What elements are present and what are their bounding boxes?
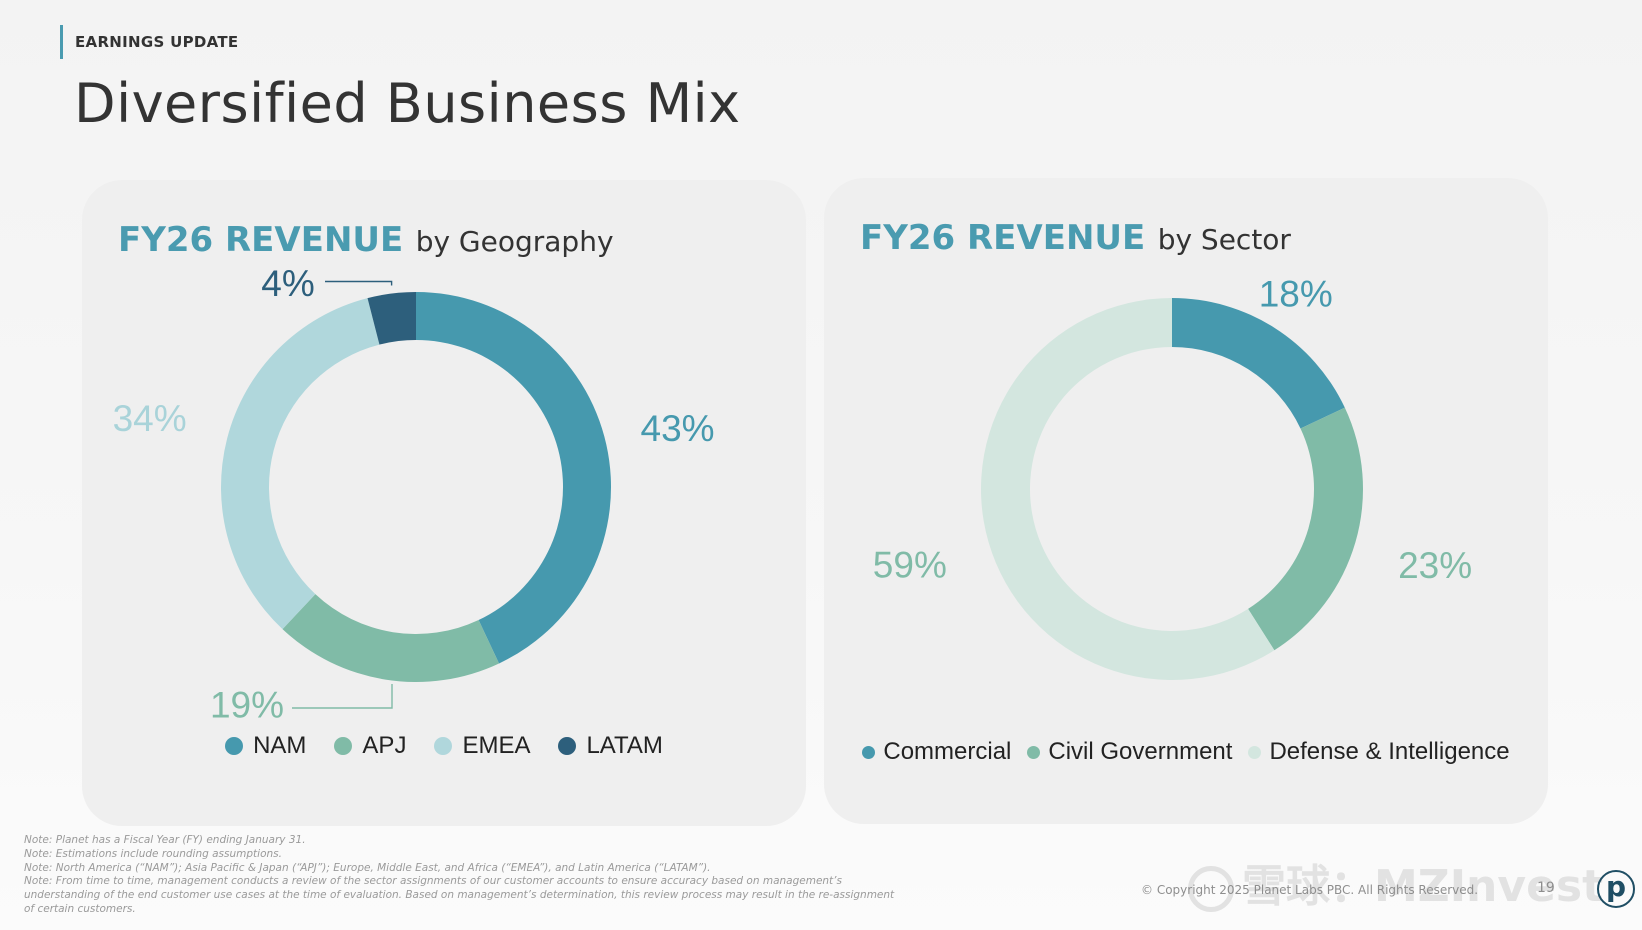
donut-slice-civil-government [1248,407,1363,651]
donut-slice-emea [221,298,380,630]
footnotes: Note: Planet has a Fiscal Year (FY) endi… [24,834,1004,917]
legend-item-commercial: Commercial [862,738,1011,766]
footnote-line: understanding of the end customer use ca… [24,889,895,902]
data-label-defense-and-intelligence: 59% [873,545,947,586]
legend-label: LATAM [586,732,663,759]
legend-swatch [434,737,453,755]
footnote-line: Note: From time to time, management cond… [24,875,842,888]
data-label-commercial: 18% [1259,273,1333,314]
section-kicker: EARNINGS UPDATE [60,25,238,59]
geography-chart-subtitle: by Geography [415,225,614,258]
legend-label: NAM [253,732,307,759]
legend-label: APJ [362,732,407,759]
legend-item-emea: EMEA [434,732,530,760]
legend-item-civil-government: Civil Government [1027,738,1232,766]
legend-swatch [558,737,577,755]
footnote-line: Note: Estimations include rounding assum… [24,847,282,860]
legend-item-apj: APJ [334,732,406,760]
legend-label: Defense & Intelligence [1269,738,1510,765]
data-label-latam: 4% [261,263,314,304]
legend-swatch [862,745,876,759]
leader-line-latam [325,280,393,286]
donut-slice-apj [282,594,500,683]
footnote-line: Note: Planet has a Fiscal Year (FY) endi… [24,834,306,846]
planet-logo-icon: p [1597,870,1635,908]
data-label-apj: 19% [210,685,284,726]
sector-chart-title-main: FY26 REVENUE [860,218,1146,258]
sector-donut-chart: 18% 23% 59% [873,273,1472,680]
legend-swatch [1248,745,1262,759]
data-label-civil-government: 23% [1398,545,1472,586]
page-title: Diversified Business Mix [74,72,741,135]
geography-chart-title-main: FY26 REVENUE [118,220,404,260]
legend-item-latam: LATAM [558,732,663,760]
donut-slice-defense-and-intelligence [981,298,1275,680]
data-label-emea: 34% [113,398,187,439]
data-label-nam: 43% [641,408,715,449]
legend-item-nam: NAM [225,732,306,760]
legend-item-defense-and-intelligence: Defense & Intelligence [1248,738,1510,766]
sector-chart-subtitle: by Sector [1157,223,1291,256]
geography-donut-chart: 43% 34% 19% 4% [113,263,715,726]
donut-slice-nam [416,292,612,664]
legend-label: EMEA [462,732,531,759]
sector-chart-panel: FY26 REVENUE by Sector 18% 23% 59% Commerc… [824,178,1548,824]
footnote-line: of certain customers. [24,902,136,915]
donut-slice-latam [367,292,416,345]
geography-chart-panel: FY26 REVENUE by Geography 43% 34% 19% 4% NA… [82,180,806,826]
footnote-line: Note: North America (“NAM”); Asia Pacifi… [24,861,711,874]
sector-chart-title: FY26 REVENUE by Sector [860,218,1291,258]
legend-swatch [1027,745,1041,759]
page-number: 19 [1537,880,1555,896]
donut-slice-commercial [1172,298,1345,429]
legend-swatch [334,737,353,755]
legend-label: Commercial [883,738,1012,765]
sector-legend: Commercial Civil Government Defense & Inte… [824,738,1548,766]
geography-chart-title: FY26 REVENUE by Geography [118,220,614,260]
legend-swatch [225,737,244,755]
leader-line-apj [292,684,393,709]
legend-label: Civil Government [1048,738,1233,765]
geography-legend: NAM APJ EMEA LATAM [82,732,806,760]
copyright-text: © Copyright 2025 Planet Labs PBC. All Ri… [1141,883,1479,897]
